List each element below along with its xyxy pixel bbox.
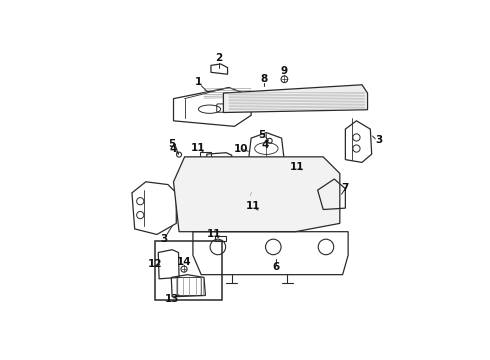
Text: 4: 4 (261, 140, 269, 150)
Text: 5: 5 (259, 130, 266, 140)
Text: 5: 5 (169, 139, 176, 149)
Text: 11: 11 (206, 229, 221, 239)
Bar (215, 236, 226, 241)
Text: 11: 11 (246, 201, 261, 211)
Text: 11: 11 (290, 162, 304, 172)
Text: 2: 2 (216, 53, 223, 63)
Polygon shape (223, 85, 368, 112)
Text: 1: 1 (195, 77, 202, 87)
Bar (298, 168, 309, 173)
Text: 10: 10 (234, 144, 248, 153)
Text: 11: 11 (191, 143, 206, 153)
Text: ı: ı (250, 191, 252, 197)
Text: 13: 13 (165, 294, 179, 304)
Text: 4: 4 (170, 144, 177, 154)
Bar (254, 208, 265, 213)
Text: 14: 14 (177, 257, 192, 267)
Text: 12: 12 (148, 258, 163, 269)
Text: 3: 3 (160, 234, 168, 244)
Text: 7: 7 (342, 183, 349, 193)
Text: 9: 9 (281, 66, 288, 76)
Text: 3: 3 (375, 135, 382, 145)
Text: 6: 6 (272, 262, 280, 272)
Polygon shape (173, 157, 340, 232)
Text: 8: 8 (261, 74, 268, 84)
Bar (200, 152, 211, 157)
Bar (155, 242, 222, 300)
